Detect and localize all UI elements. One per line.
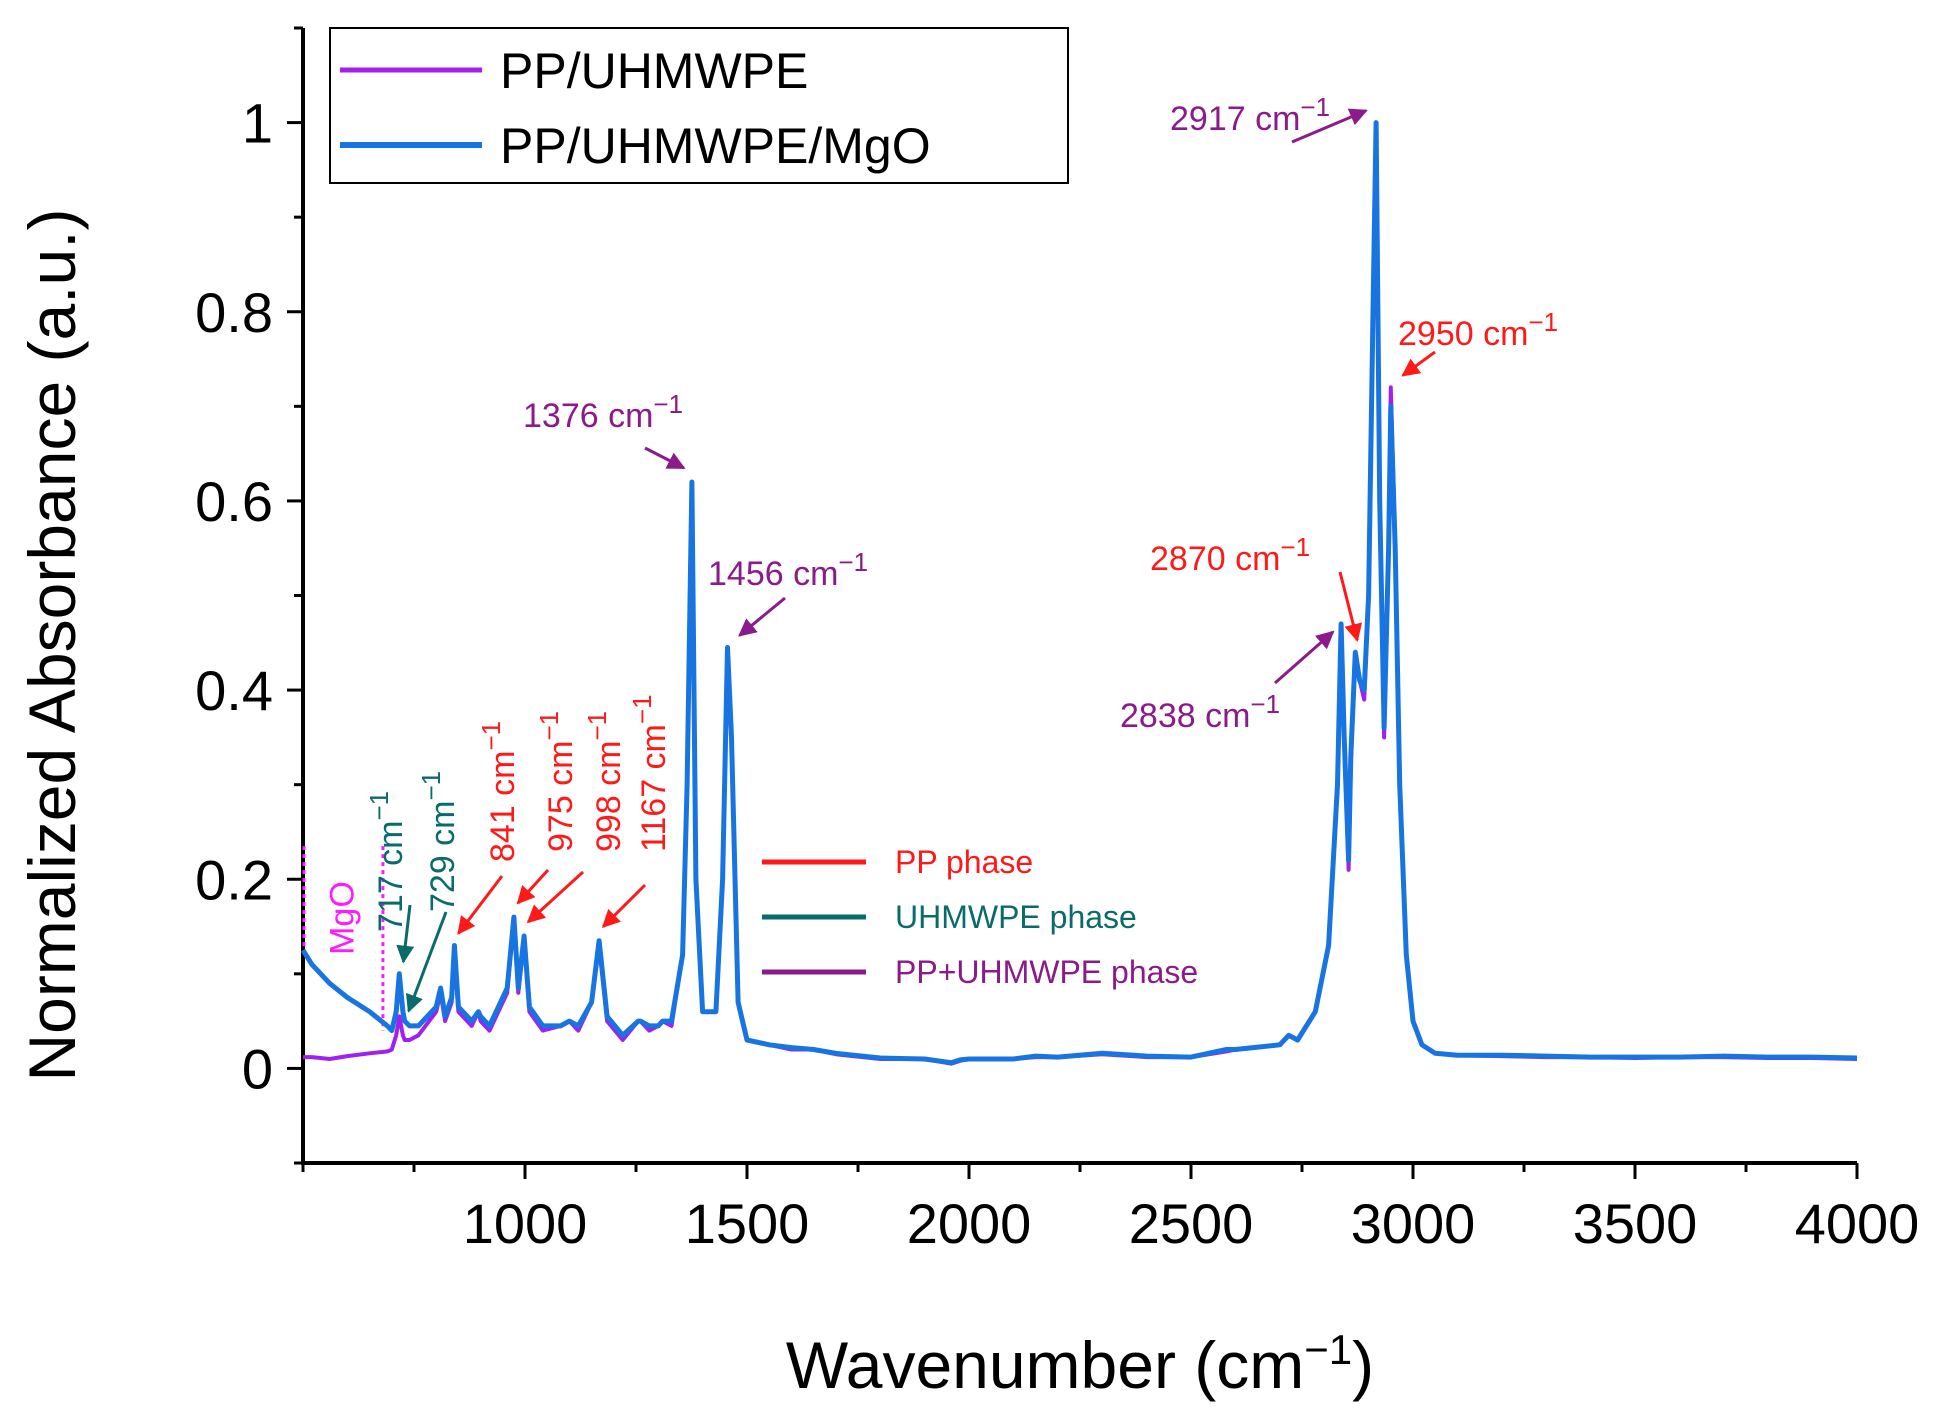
vertical-annotation-text: 717 cm — [372, 821, 410, 933]
vertical-annotation-label-729-cm: 729 cm−1 — [416, 771, 462, 912]
vertical-annotation-label-1167-cm: 1167 cm−1 — [627, 694, 673, 852]
annotation-label-2838-cm: 2838 cm−1 — [1120, 689, 1280, 735]
series-line-pp-uhmwpe-mgo — [300, 120, 1858, 1066]
y-ticks: 0 0.2 0.4 0.6 0.8 1 — [195, 26, 303, 1165]
legend-label-pp-uhmwpe-mgo: PP/UHMWPE/MgO — [500, 118, 931, 174]
vertical-annotation-arrow-998-cm — [526, 870, 585, 924]
x-axis-title-main: Wavenumber (cm — [786, 1328, 1304, 1402]
annotation-label-text: 2950 cm — [1398, 315, 1528, 353]
annotation-label-sup: −1 — [1528, 307, 1558, 337]
phase-legend: PP phase UHMWPE phase PP+UHMWPE phase — [762, 844, 1198, 990]
annotation-label-sup: −1 — [653, 389, 683, 419]
vertical-annotation-arrow-841-cm — [457, 875, 504, 935]
x-tick-label: 4000 — [1795, 1192, 1920, 1255]
annotation-arrow-1376-cm — [644, 446, 686, 470]
vertical-annotation-sup: −1 — [534, 711, 564, 741]
annotation-label-2917-cm: 2917 cm−1 — [1170, 92, 1330, 138]
annotation-label-2950-cm: 2950 cm−1 — [1398, 307, 1558, 353]
y-tick-label: 0.6 — [195, 470, 273, 533]
vertical-annotation-arrow-975-cm — [516, 868, 550, 905]
x-axis-title-sup: −1 — [1304, 1326, 1352, 1373]
phase-legend-label-pp-phase: PP phase — [895, 844, 1033, 880]
annotation-label-1376-cm: 1376 cm−1 — [523, 389, 683, 435]
vertical-annotation-label-717-cm: 717 cm−1 — [364, 791, 410, 932]
vertical-annotation-sup: −1 — [416, 771, 446, 801]
annotation-label-sup: −1 — [1250, 689, 1280, 719]
annotation-arrow-2870-cm — [1338, 571, 1363, 642]
annotation-label-text: 1376 cm — [523, 397, 653, 435]
series-layer — [300, 120, 1858, 1066]
vertical-annotation-text: 729 cm — [424, 801, 462, 913]
y-tick-label: 0.8 — [195, 281, 273, 344]
x-tick-label: 2000 — [907, 1192, 1032, 1255]
y-tick-label: 0.2 — [195, 848, 273, 911]
vertical-annotation-sup: −1 — [476, 721, 506, 751]
annotation-label-text: 2917 cm — [1170, 100, 1300, 138]
vertical-annotation-label-841-cm: 841 cm−1 — [476, 721, 522, 862]
annotation-label-sup: −1 — [1280, 532, 1310, 562]
mgo-label: MgO — [323, 881, 361, 955]
vertical-annotation-sup: −1 — [627, 694, 657, 724]
annotation-label-1456-cm: 1456 cm−1 — [708, 547, 868, 593]
annotation-arrow-1456-cm — [738, 596, 786, 637]
vertical-annotation-sup: −1 — [364, 791, 394, 821]
annotation-label-text: 1456 cm — [708, 555, 838, 593]
vertical-annotation-text: 998 cm — [590, 741, 628, 853]
mgo-region: MgO — [302, 846, 385, 1031]
annotation-label-sup: −1 — [838, 547, 868, 577]
x-axis-title-close: ) — [1352, 1328, 1374, 1402]
vertical-annotation-text: 1167 cm — [635, 724, 673, 852]
phase-legend-label-uhmwpe-phase: UHMWPE phase — [895, 899, 1137, 935]
annotation-label-2870-cm: 2870 cm−1 — [1150, 532, 1310, 578]
x-tick-label: 2500 — [1129, 1192, 1254, 1255]
legend-label-pp-uhmwpe: PP/UHMWPE — [500, 43, 808, 99]
phase-legend-label-pp-uhmwpe-phase: PP+UHMWPE phase — [895, 954, 1198, 990]
vertical-annotation-arrow-1167-cm — [601, 883, 647, 929]
x-tick-label: 1500 — [685, 1192, 810, 1255]
vertical-annotation-arrow-717-cm — [396, 904, 415, 964]
x-tick-label: 1000 — [463, 1192, 588, 1255]
annotation-label-sup: −1 — [1300, 92, 1330, 122]
vertical-annotation-text: 975 cm — [542, 741, 580, 853]
x-ticks: 1000 1500 2000 2500 3000 3500 4000 — [301, 1163, 1920, 1255]
vertical-annotation-label-975-cm: 975 cm−1 — [534, 711, 580, 852]
y-tick-label: 0.4 — [195, 659, 273, 722]
axes — [301, 28, 1857, 1165]
y-tick-label: 0 — [242, 1037, 273, 1100]
x-axis-title: Wavenumber (cm−1) — [786, 1326, 1374, 1402]
legend-box — [329, 27, 1069, 184]
annotation-arrow-2838-cm — [1274, 630, 1335, 685]
y-tick-label: 1 — [242, 92, 273, 155]
vertical-annotation-label-998-cm: 998 cm−1 — [582, 711, 628, 852]
annotation-label-text: 2838 cm — [1120, 697, 1250, 735]
vertical-annotation-sup: −1 — [582, 711, 612, 741]
annotation-label-text: 2870 cm — [1150, 540, 1280, 578]
annotation-arrow-2950-cm — [1401, 350, 1436, 377]
x-tick-label: 3000 — [1351, 1192, 1476, 1255]
vertical-annotation-text: 841 cm — [484, 751, 522, 863]
annotation-arrow-2917-cm — [1291, 108, 1368, 144]
y-axis-title: Normalized Absorbance (a.u.) — [15, 208, 89, 1081]
legend: PP/UHMWPE PP/UHMWPE/MgO — [329, 27, 1069, 184]
vertical-annotation-arrow-729-cm — [405, 911, 448, 1013]
x-tick-label: 3500 — [1573, 1192, 1698, 1255]
